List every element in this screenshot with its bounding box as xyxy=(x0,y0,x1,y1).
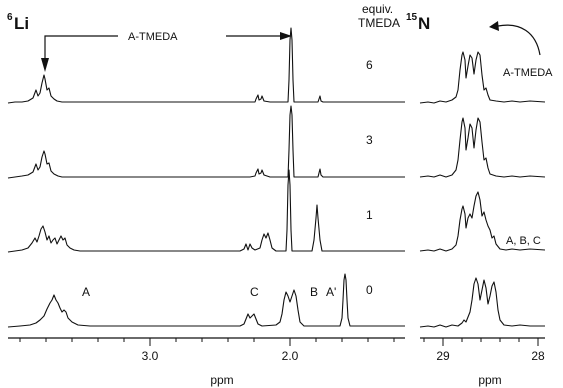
equiv-label-3: 3 xyxy=(366,133,373,147)
equiv-label-0: 0 xyxy=(366,283,373,297)
n15-mass-number: 15 xyxy=(406,12,418,23)
atmeda-bracket: A-TMEDA xyxy=(41,31,292,72)
tmeda-header: TMEDA xyxy=(358,16,400,30)
n-ppm-axis: 29 28 ppm xyxy=(420,337,545,387)
li-tick-label-2: 2.0 xyxy=(282,349,299,363)
li-spectrum-3eq xyxy=(7,105,405,179)
n-spectrum-3eq xyxy=(419,117,546,178)
atmeda-arrowhead-right xyxy=(280,32,292,40)
li6-mass-number: 6 xyxy=(7,12,13,23)
peak-label-c: C xyxy=(250,285,259,299)
equiv-label-6: 6 xyxy=(366,58,373,72)
atmeda-n-arrowhead xyxy=(489,21,499,31)
li-axis-ticks xyxy=(19,338,395,346)
li-axis-unit: ppm xyxy=(210,373,233,387)
atmeda-arrowhead-left xyxy=(41,58,49,72)
n-axis-ticks xyxy=(423,338,539,346)
peak-label-a-prime: A' xyxy=(326,285,336,299)
n-spectrum-6eq xyxy=(419,51,546,104)
n-axis-unit: ppm xyxy=(478,373,501,387)
peak-label-b: B xyxy=(310,285,318,299)
n-tick-label-29: 29 xyxy=(436,349,450,363)
li-tick-label-3: 3.0 xyxy=(142,349,159,363)
n15-element-symbol: N xyxy=(418,14,430,33)
atmeda-n-arrow-line xyxy=(497,24,541,56)
equiv-header: equiv. xyxy=(362,2,393,16)
atmeda-n-label: A-TMEDA xyxy=(503,67,553,79)
n-spectrum-1eq xyxy=(419,191,546,252)
peak-label-a: A xyxy=(82,285,90,299)
li6-element-symbol: Li xyxy=(14,14,29,33)
atmeda-bracket-label: A-TMEDA xyxy=(128,31,178,43)
equiv-label-1: 1 xyxy=(366,208,373,222)
li-spectrum-0eq xyxy=(7,273,405,328)
n-spectrum-0eq xyxy=(419,277,545,328)
li-spectrum-6eq xyxy=(7,27,405,104)
atmeda-bracket-left-line xyxy=(44,35,118,44)
abc-label: A, B, C xyxy=(506,235,541,247)
n15-nucleus-label: 15 N xyxy=(406,12,430,33)
n-tick-label-28: 28 xyxy=(531,349,545,363)
li-ppm-axis: 3.0 2.0 ppm xyxy=(8,337,405,387)
li-spectrum-1eq xyxy=(7,169,405,253)
li6-nucleus-label: 6 Li xyxy=(7,12,29,33)
